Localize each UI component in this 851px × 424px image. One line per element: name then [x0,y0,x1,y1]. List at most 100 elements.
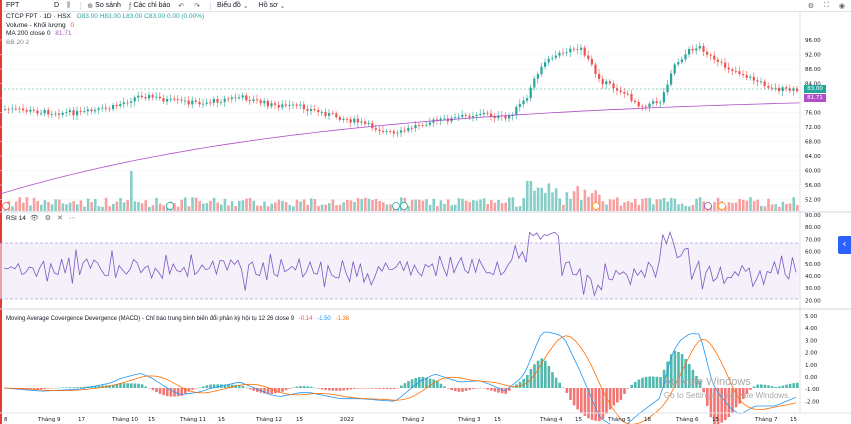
chart-area[interactable]: 96.0092.0088.0084.0080.0076.0072.0068.00… [0,11,851,424]
compare-button[interactable]: ⊕ So sánh [87,2,121,10]
close-icon[interactable]: ✕ [57,214,63,222]
volume-bar [364,197,367,211]
time-tick-label: Tháng 6 [675,416,699,423]
chart-type-button[interactable]: Biểu đồ ⌄ [217,2,251,10]
volume-bar [22,202,25,211]
candle-body [90,109,93,112]
candle-body [770,87,773,89]
interval-button[interactable]: D [54,2,59,9]
indicators-button[interactable]: ƒ Các chỉ báo [129,2,170,10]
candle-body [184,100,187,102]
volume-bar [436,206,439,211]
candle-body [50,113,53,115]
camera-icon[interactable]: ◉ [838,1,845,10]
candle-body [529,87,532,99]
candle-body [421,125,424,126]
fullscreen-icon[interactable]: ⛶ [823,1,829,9]
macd-hist-bar [324,388,327,390]
macd-hist-bar [79,387,83,388]
settings-icon[interactable]: ⚙ [44,214,52,222]
volume-bar [716,197,720,211]
candle-body [554,55,557,58]
macd-hist-bar [295,386,299,388]
volume-bar [684,205,687,211]
candle-body [551,57,554,59]
redo-button[interactable]: ↷ [194,2,202,10]
macd-hist-bar [594,388,597,421]
legend-bb-row: BB 20 2 [6,39,204,48]
time-axis[interactable]: 8 Tháng 9 17 Tháng 10 15 Tháng 11 15 Tháng 12 15… [4,416,797,423]
time-tick-label: Tháng 4 [539,416,563,423]
macd-hist-bar [738,388,741,404]
time-tick-label: Tháng 7 [754,416,778,423]
volume-bar [324,204,327,211]
volume-bar [97,206,101,211]
eye-icon[interactable]: 👁 [29,214,39,222]
macd-hist-bar [187,388,191,392]
price-axis[interactable]: 96.0092.0088.0084.0080.0076.0072.0068.00… [805,38,821,204]
time-tick-label: 2022 [340,417,354,423]
volume-bar [590,193,594,211]
macd-hist-bar [148,388,151,389]
rsi-axis[interactable]: 90.00 80.00 70.00 60.00 50.00 40.00 30.00 20.00 [805,213,821,304]
candle-body [414,124,417,129]
macd-hist-bar [94,385,97,388]
event-marker [704,202,712,210]
macd-hist-bar [691,369,695,388]
macd-hist-bar [677,352,680,388]
volume-bar [302,199,306,211]
last-price-tag: 83.00 [804,85,826,93]
candle-body [259,100,262,104]
signal-line [3,335,797,424]
volume-bar [263,201,266,211]
volume-bar [659,199,662,211]
symbol-search[interactable]: FPT [6,2,46,9]
candle-body [54,113,57,115]
volume-bar [14,201,18,211]
chart-type-label: Biểu đồ [217,2,241,9]
macd-hist-bar [742,388,745,400]
macd-tick-label: 0.00 [805,375,818,381]
volume-bar [227,205,230,211]
volume-bar [47,202,50,211]
macd-hist-bar [587,388,590,419]
candle-body [115,105,118,107]
macd-hist-bar [644,376,648,388]
event-marker [166,202,174,210]
more-icon[interactable]: ⋯ [68,214,76,222]
price-tick-label: 60.00 [805,169,821,175]
macd-hist-bar [277,388,281,393]
macd-hist-bar [198,387,201,389]
volume-bar [245,198,248,211]
ma-price-tag: 81.71 [804,94,826,102]
macd-hist-bar [655,376,659,388]
volume-bar [349,200,353,211]
profile-button[interactable]: Hồ sơ ⌄ [259,2,288,10]
price-tick-label: 88.00 [805,67,821,73]
macd-axis[interactable]: 5.00 4.00 3.00 2.00 1.00 0.00 -1.00 -2.00 [805,314,820,405]
macd-hist-bar [180,388,183,396]
collapse-panel-button[interactable]: ‹ [838,236,851,254]
candle-body [248,100,251,102]
macd-hist-bar [612,388,615,406]
undo-button[interactable]: ↶ [178,2,186,10]
macd-hist-bar [608,388,612,410]
candle-body [367,123,370,124]
macd-hist-bar [720,388,723,423]
macd-hist-bar [320,388,324,390]
toolbar-divider [210,1,212,10]
volume-bar [216,202,219,211]
time-tick-label: Tháng 3 [457,416,481,423]
macd-hist-bar [137,383,140,388]
candle-body [36,110,39,114]
chart-style-button[interactable]: ⫼ [67,1,72,10]
volume-bar [83,206,86,211]
macd-hist-bar [65,387,68,388]
volume-bar [148,206,151,211]
candle-body [785,87,788,89]
settings-icon[interactable]: ⚙ [807,1,814,10]
candle-body [486,112,489,114]
macd-hist-bar [184,388,187,394]
volume-bar [119,198,122,211]
macd-hist-bar [562,387,565,389]
